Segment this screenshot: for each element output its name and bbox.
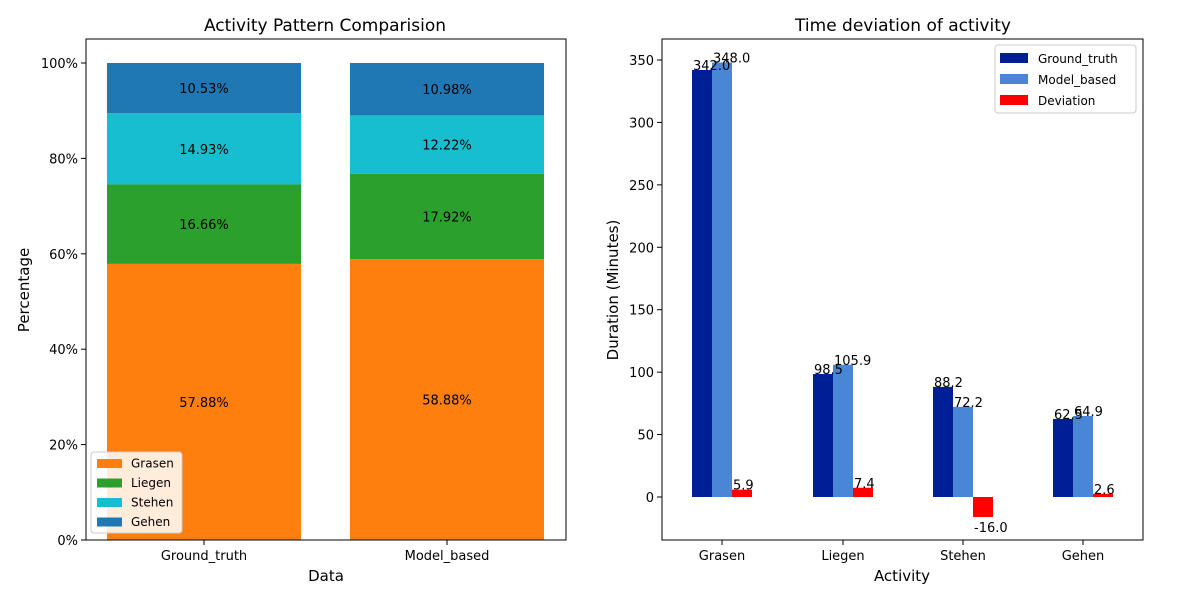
- bar-gehen-ground_truth: [107, 63, 301, 114]
- chart1-y-axis-label: Percentage: [15, 248, 33, 332]
- chart2-bars: [692, 62, 1113, 517]
- data-label: 10.53%: [179, 82, 229, 97]
- bar-liegen-model_based: [350, 173, 544, 260]
- y-tick-label: 40%: [49, 343, 78, 358]
- chart1-x-axis-label: Data: [308, 567, 344, 585]
- legend-swatch-model_based: [1000, 74, 1028, 84]
- y-tick-label: 200: [629, 241, 654, 256]
- bar-gehen-model_based: [350, 63, 544, 116]
- bar-ground_truth-liegen: [813, 374, 833, 497]
- bar-deviation-gehen: [1093, 493, 1113, 497]
- y-tick-label: 20%: [49, 439, 78, 454]
- y-tick-label: 250: [629, 179, 654, 194]
- bar-stehen-model_based: [350, 115, 544, 174]
- y-tick-label: 350: [629, 54, 654, 69]
- chart2-x-ticks: Grasen Liegen Stehen Gehen: [699, 540, 1104, 564]
- x-tick-label: Grasen: [699, 549, 745, 564]
- data-label: 16.66%: [179, 218, 229, 233]
- y-tick-label: 50: [637, 429, 654, 444]
- legend-label: Stehen: [131, 496, 173, 510]
- bar-liegen-ground_truth: [107, 184, 301, 264]
- bar-ground_truth-gehen: [1053, 418, 1073, 497]
- y-tick-label: 80%: [49, 152, 78, 167]
- legend-label: Gehen: [131, 515, 170, 529]
- bar-deviation-grasen: [732, 489, 752, 497]
- x-tick-label: Model_based: [405, 549, 490, 564]
- data-label: 12.22%: [422, 139, 472, 154]
- data-label: 105.9: [834, 354, 871, 369]
- legend-swatch-stehen: [97, 498, 122, 507]
- legend-label: Deviation: [1038, 94, 1095, 108]
- data-label: 342.0: [693, 59, 730, 74]
- x-tick-label: Liegen: [821, 549, 864, 564]
- chart2-legend: Ground_truth Model_based Deviation: [994, 44, 1137, 114]
- data-label: 17.92%: [422, 210, 472, 225]
- legend-swatch-deviation: [1000, 95, 1028, 105]
- chart1-x-ticks: Ground_truth Model_based: [161, 540, 490, 564]
- legend-box: [90, 451, 183, 534]
- chart2-x-axis-label: Activity: [874, 567, 930, 585]
- bar-ground_truth-stehen: [933, 386, 953, 497]
- bar-grasen-model_based: [350, 259, 544, 540]
- data-label: 14.93%: [179, 143, 229, 158]
- data-label: 98.5: [814, 363, 843, 378]
- chart-activity-pattern: Activity Pattern Comparision 57.88% 16.66…: [15, 16, 567, 585]
- bar-model_based-stehen: [953, 406, 973, 497]
- y-tick-label: 60%: [49, 248, 78, 263]
- bar-stehen-ground_truth: [107, 113, 301, 185]
- data-label: 57.88%: [179, 396, 229, 411]
- legend-label: Grasen: [131, 457, 174, 471]
- y-tick-label: 0: [646, 491, 654, 506]
- data-label: 62.5: [1054, 408, 1083, 423]
- bar-model_based-grasen: [712, 62, 732, 498]
- bar-ground_truth-grasen: [692, 69, 712, 497]
- chart1-plot-frame: [85, 38, 567, 541]
- y-tick-label: 300: [629, 116, 654, 131]
- chart2-y-axis-label: Duration (Minutes): [604, 220, 622, 361]
- chart1-data-labels: 57.88% 16.66% 14.93% 10.53% 58.88% 17.92% 12.2…: [179, 82, 472, 411]
- bar-model_based-liegen: [833, 364, 853, 497]
- chart2-plot-frame: [661, 38, 1144, 541]
- chart2-title: Time deviation of activity: [794, 16, 1011, 36]
- chart1-bars: [107, 63, 544, 540]
- bar-model_based-gehen: [1073, 415, 1093, 497]
- data-label: 58.88%: [422, 394, 472, 409]
- legend-swatch-gehen: [97, 517, 122, 527]
- data-label: 5.9: [733, 479, 754, 494]
- y-tick-label: 100: [629, 366, 654, 381]
- chart2-y-ticks: 0 50 100 150 200 250 300 350: [629, 54, 662, 506]
- y-tick-label: 150: [629, 304, 654, 319]
- y-tick-label: 0%: [57, 534, 78, 549]
- legend-swatch-grasen: [97, 459, 122, 468]
- legend-label: Ground_truth: [1038, 52, 1118, 66]
- chart1-title: Activity Pattern Comparision: [204, 16, 446, 36]
- chart1-legend: Grasen Liegen Stehen Gehen: [90, 451, 183, 534]
- data-label: 64.9: [1074, 405, 1103, 420]
- x-tick-label: Gehen: [1062, 549, 1105, 564]
- legend-label: Liegen: [131, 476, 171, 490]
- chart1-y-ticks: 0% 20% 40% 60% 80% 100%: [41, 57, 86, 549]
- y-tick-label: 100%: [41, 57, 78, 72]
- legend-label: Model_based: [1038, 73, 1116, 87]
- bar-deviation-stehen: [973, 497, 993, 517]
- bar-deviation-liegen: [853, 487, 873, 497]
- data-label: 2.6: [1094, 483, 1115, 498]
- data-label: 348.0: [713, 51, 750, 66]
- data-label: 7.4: [854, 477, 875, 492]
- legend-swatch-ground_truth: [1000, 53, 1028, 63]
- x-tick-label: Ground_truth: [161, 549, 247, 564]
- data-label: 10.98%: [422, 83, 472, 98]
- legend-box: [994, 44, 1137, 114]
- data-label: 88.2: [934, 376, 963, 391]
- x-tick-label: Stehen: [940, 549, 986, 564]
- data-label: -16.0: [974, 521, 1008, 536]
- legend-swatch-liegen: [97, 478, 122, 488]
- data-label: 72.2: [954, 396, 983, 411]
